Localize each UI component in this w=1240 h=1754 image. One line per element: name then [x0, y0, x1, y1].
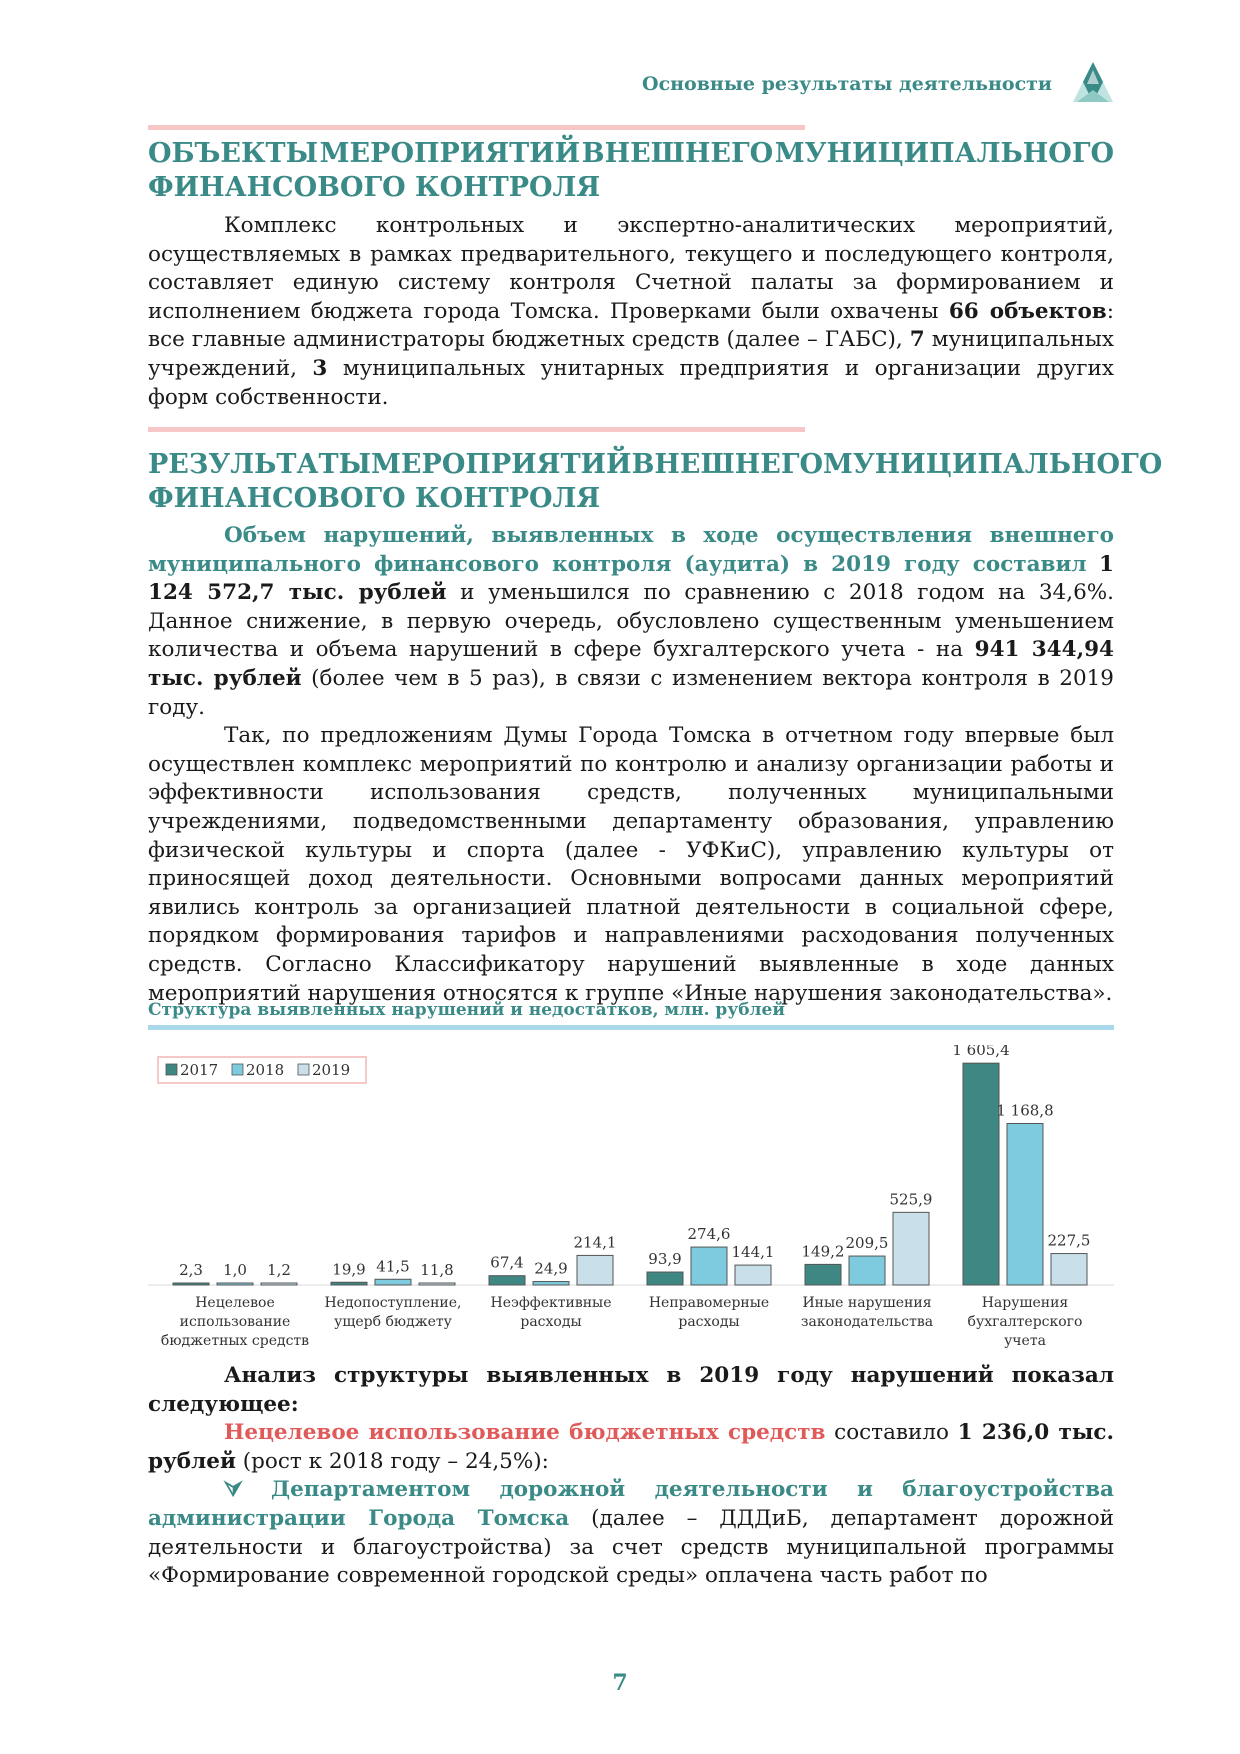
category-label: Недопоступление,	[324, 1295, 461, 1311]
legend-swatch-2018	[231, 1063, 244, 1076]
section-heading-results: РЕЗУЛЬТАТЫ МЕРОПРИЯТИЙ ВНЕШНЕГО МУНИЦИПА…	[148, 449, 1163, 514]
duma-paragraph: Так, по предложениям Думы Города Томска …	[148, 723, 1114, 1006]
bar-2019-1	[418, 1282, 456, 1286]
legend-swatch-2019	[297, 1063, 310, 1076]
data-label: 41,5	[376, 1257, 409, 1275]
bar-2017-4	[804, 1263, 842, 1286]
bar-2017-0	[172, 1282, 210, 1286]
data-label: 93,9	[648, 1250, 681, 1268]
bar-2017-2	[488, 1275, 526, 1286]
data-label: 274,6	[688, 1225, 731, 1243]
violations-bar-chart: 2,3 1,0 1,2 Нецелевое использование бюджетных…	[148, 1045, 1114, 1349]
data-label: 149,2	[802, 1242, 845, 1260]
bar-2017-5	[962, 1062, 1000, 1286]
category-label: ущерб бюджету	[334, 1314, 453, 1330]
data-label: 1,0	[223, 1261, 247, 1279]
data-label: 209,5	[846, 1234, 889, 1252]
category-label: расходы	[520, 1314, 581, 1330]
chart-caption: Структура выявленных нарушений и недоста…	[148, 1000, 785, 1020]
data-label: 214,1	[574, 1233, 617, 1251]
bar-2018-4	[848, 1255, 886, 1286]
objects-paragraph: Комплекс контрольных и экспертно-аналити…	[148, 213, 1115, 410]
data-label: 144,1	[732, 1243, 775, 1261]
results-paragraph: Объем нарушений, выявленных в ходе осуще…	[148, 522, 1114, 1008]
legend-label: 2018	[246, 1061, 284, 1079]
data-label: 525,9	[890, 1190, 933, 1208]
category-label: Неправомерные	[649, 1295, 769, 1311]
legend-swatch-2017	[165, 1063, 178, 1076]
arrow-down-icon: ⮛	[224, 1477, 243, 1503]
bar-2019-4	[892, 1211, 930, 1286]
data-label: 227,5	[1048, 1232, 1091, 1250]
bar-2018-2	[532, 1281, 570, 1286]
section-divider	[148, 427, 805, 432]
chart-divider	[148, 1025, 1114, 1030]
bar-2019-0	[260, 1282, 298, 1286]
bar-2017-3	[646, 1271, 684, 1286]
page-number: 7	[612, 1670, 628, 1696]
category-label: использование	[180, 1314, 291, 1330]
data-label: 1 605,4	[952, 1045, 1009, 1059]
data-label: 67,4	[490, 1254, 523, 1272]
category-label: бюджетных средств	[161, 1333, 309, 1349]
bar-2019-2	[576, 1254, 614, 1286]
page-header-title: Основные результаты деятельности	[642, 73, 1052, 95]
logo-icon	[1073, 62, 1113, 102]
data-label: 1,2	[267, 1261, 291, 1279]
section-divider	[148, 125, 805, 130]
category-label: Нарушения	[982, 1295, 1069, 1311]
category-label: учета	[1004, 1333, 1046, 1349]
section-heading-objects: ОБЪЕКТЫ МЕРОПРИЯТИЙ ВНЕШНЕГО МУНИЦИПАЛЬН…	[148, 138, 1114, 203]
chart-legend: 2017 2018 2019	[157, 1056, 367, 1084]
bar-2018-1	[374, 1278, 412, 1286]
legend-label: 2019	[312, 1061, 350, 1079]
bar-2019-3	[734, 1264, 772, 1286]
category-label: законодательства	[801, 1314, 933, 1330]
bar-2019-5	[1050, 1253, 1088, 1286]
data-label: 19,9	[332, 1260, 365, 1278]
category-label: Нецелевое	[195, 1295, 275, 1311]
data-label: 11,8	[420, 1261, 453, 1279]
category-label: расходы	[678, 1314, 739, 1330]
category-label: бухгалтерского	[968, 1314, 1083, 1330]
analysis-paragraph: Анализ структуры выявленных в 2019 году …	[148, 1363, 1115, 1589]
legend-label: 2017	[180, 1061, 218, 1079]
data-label: 2,3	[179, 1261, 203, 1279]
data-label: 24,9	[534, 1260, 567, 1278]
bar-2018-0	[216, 1282, 254, 1286]
bar-2018-5	[1006, 1122, 1044, 1286]
legend-box	[157, 1056, 367, 1084]
bar-2018-3	[690, 1246, 728, 1286]
data-label: 1 168,8	[996, 1101, 1053, 1119]
category-label: Неэффективные	[490, 1295, 611, 1311]
bar-2017-1	[330, 1281, 368, 1286]
category-label: Иные нарушения	[802, 1295, 931, 1311]
